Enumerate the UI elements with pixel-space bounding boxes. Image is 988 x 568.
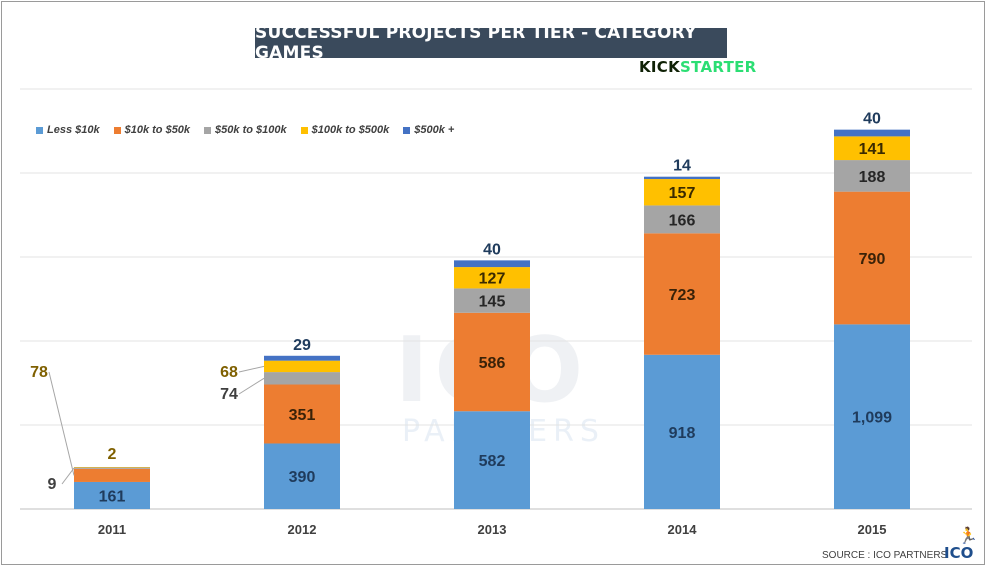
bar-2015--100k-to-500k: [834, 136, 910, 161]
data-label-2015-4: 40: [863, 111, 881, 128]
legend-label: $100k to $500k: [311, 124, 390, 136]
legend-swatch: [36, 126, 43, 134]
bar-2013--10k-to-50k: [454, 312, 530, 412]
legend-label: $50k to $100k: [215, 124, 287, 136]
source-text: SOURCE : ICO PARTNERS: [822, 550, 948, 561]
data-label-2015-1: 790: [859, 251, 886, 268]
legend-item-0: Less $10k: [36, 124, 100, 136]
bar-2015--500k-: [834, 129, 910, 137]
chart-legend: Less $10k $10k to $50k $50k to $100k $100k …: [36, 124, 454, 136]
bar-2013-less-10k: [454, 411, 530, 509]
bar-2012--10k-to-50k: [264, 384, 340, 444]
x-tick-2012: 2012: [288, 522, 317, 537]
data-label-2015-2: 188: [859, 169, 886, 186]
data-label-2013-4: 40: [483, 241, 501, 258]
bar-2011--10k-to-50k: [74, 468, 150, 482]
bar-2014--10k-to-50k: [644, 233, 720, 355]
data-labels: 161 78 9 2 390 351 74 68 29 582 586 145 127 40 918 723 1…: [30, 111, 892, 506]
bar-2013--500k-: [454, 260, 530, 268]
bar-2014-less-10k: [644, 354, 720, 509]
data-label-2011-3: 2: [108, 446, 117, 463]
leader-line: [238, 365, 265, 373]
bar-2014--500k-: [644, 176, 720, 180]
legend-swatch: [204, 126, 212, 134]
leader-line: [61, 467, 75, 485]
data-label-2012-0: 390: [289, 469, 316, 486]
data-label-2014-3: 157: [669, 185, 696, 202]
x-tick-2014: 2014: [668, 522, 698, 537]
bar-2014--50k-to-100k: [644, 205, 720, 234]
bar-2015-less-10k: [834, 324, 910, 509]
legend-swatch: [300, 126, 308, 134]
bar-2014--100k-to-500k: [644, 179, 720, 206]
leader-line: [238, 377, 265, 395]
leader-line: [48, 371, 75, 476]
data-label-2011-2: 9: [48, 476, 57, 493]
data-label-2011-1: 78: [30, 364, 48, 381]
legend-swatch: [403, 126, 411, 134]
data-label-2013-3: 127: [479, 271, 506, 288]
data-label-2014-4: 14: [673, 158, 691, 175]
bar-2013--50k-to-100k: [454, 288, 530, 313]
bar-2012--50k-to-100k: [264, 372, 340, 385]
bar-2012-less-10k: [264, 443, 340, 509]
bar-2012--100k-to-500k: [264, 360, 340, 373]
ico-partners-logo: ICO: [944, 544, 974, 562]
bar-2011-less-10k: [74, 481, 150, 509]
bars: [74, 129, 910, 509]
legend-label: $10k to $50k: [124, 124, 191, 136]
legend-swatch: [113, 126, 121, 134]
data-label-2014-1: 723: [669, 287, 696, 304]
x-tick-2013: 2013: [478, 522, 507, 537]
bar-2015--50k-to-100k: [834, 160, 910, 192]
chart-title: SUCCESSFUL PROJECTS PER TIER - CATEGORY …: [255, 23, 727, 63]
x-tick-2015: 2015: [858, 522, 887, 537]
data-label-2011-0: 161: [99, 488, 126, 505]
legend-item-3: $100k to $500k: [300, 124, 390, 136]
data-label-2014-2: 166: [669, 212, 696, 229]
legend-item-2: $50k to $100k: [204, 124, 287, 136]
data-label-2015-0: 1,099: [852, 410, 892, 427]
legend-item-4: $500k +: [403, 124, 454, 136]
data-label-2013-0: 582: [479, 453, 506, 470]
bar-2013--100k-to-500k: [454, 267, 530, 289]
kickstarter-logo: KICKSTARTER: [639, 58, 757, 76]
x-tick-2011: 2011: [98, 522, 126, 537]
x-tick-labels: 2011 2012 2013 2014 2015: [98, 522, 887, 537]
data-label-2012-4: 29: [293, 337, 311, 354]
runner-icon: 🏃: [958, 528, 978, 545]
legend-label: $500k +: [414, 124, 455, 136]
data-label-2013-2: 145: [479, 294, 506, 311]
data-label-2012-2: 74: [220, 386, 238, 403]
data-label-2012-1: 351: [289, 407, 316, 424]
data-label-2013-1: 586: [479, 355, 506, 372]
data-label-2012-3: 68: [220, 364, 238, 381]
bar-2012--500k-: [264, 355, 340, 361]
data-label-2015-3: 141: [859, 141, 886, 158]
legend-item-1: $10k to $50k: [113, 124, 191, 136]
bar-2015--10k-to-50k: [834, 191, 910, 325]
legend-label: Less $10k: [47, 124, 100, 136]
bar-2011--50k-to-100k: [74, 467, 150, 469]
data-label-2014-0: 918: [669, 425, 696, 442]
bar-2011--100k-to-500k: [74, 467, 150, 468]
